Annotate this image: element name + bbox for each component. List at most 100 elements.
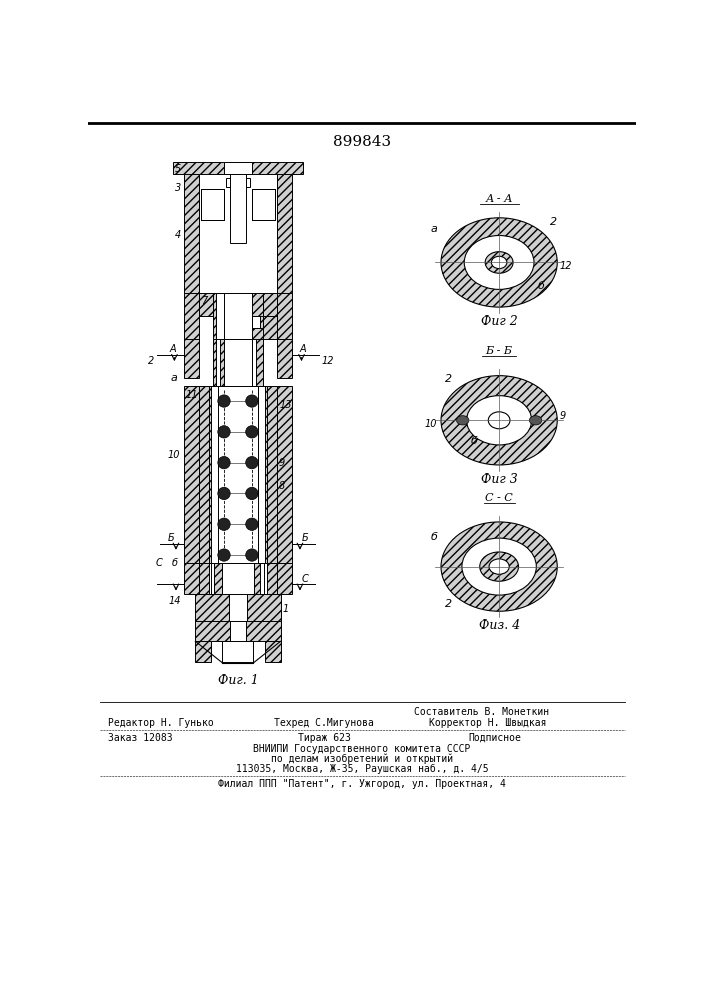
Bar	[199, 563, 209, 594]
Text: по делам изобретений и открытий: по делам изобретений и открытий	[271, 754, 453, 764]
Bar	[252, 293, 263, 339]
Bar	[276, 174, 292, 293]
Bar	[184, 386, 199, 563]
Bar	[184, 563, 199, 594]
Bar	[216, 293, 224, 339]
Text: б: б	[172, 558, 178, 568]
Text: 9: 9	[559, 411, 566, 421]
Ellipse shape	[489, 412, 510, 429]
Text: 2: 2	[549, 217, 556, 227]
Ellipse shape	[489, 559, 509, 574]
Bar	[260, 563, 264, 594]
Bar	[258, 386, 265, 563]
Circle shape	[218, 426, 230, 438]
Text: Тираж 623: Тираж 623	[298, 733, 351, 743]
Text: Техред С.Мигунова: Техред С.Мигунова	[274, 718, 374, 728]
Text: 12: 12	[559, 261, 572, 271]
Circle shape	[246, 395, 258, 407]
Bar	[184, 174, 199, 293]
Bar	[255, 563, 262, 594]
Circle shape	[218, 487, 230, 500]
Ellipse shape	[441, 376, 557, 465]
Text: а: а	[431, 224, 437, 234]
Circle shape	[246, 426, 258, 438]
Text: Подписное: Подписное	[468, 733, 521, 743]
Bar	[211, 563, 214, 594]
Text: ВНИИПИ Государственного комитета СССР: ВНИИПИ Государственного комитета СССР	[253, 744, 471, 754]
Bar	[203, 243, 232, 257]
Bar	[230, 174, 246, 243]
Circle shape	[246, 487, 258, 500]
Text: Б - Б: Б - Б	[486, 346, 513, 356]
Bar	[224, 339, 252, 386]
Text: 10: 10	[168, 450, 180, 460]
Text: А: А	[170, 344, 176, 354]
Bar	[203, 178, 273, 187]
Circle shape	[246, 549, 258, 561]
Bar	[267, 386, 276, 563]
Text: 2: 2	[445, 599, 452, 609]
Bar	[265, 641, 281, 662]
Text: А: А	[300, 344, 306, 354]
Ellipse shape	[530, 416, 542, 425]
Text: 899843: 899843	[333, 135, 391, 149]
Ellipse shape	[441, 218, 557, 307]
Bar	[252, 339, 263, 386]
Text: Б: Б	[168, 533, 175, 543]
Circle shape	[246, 456, 258, 469]
Text: 11: 11	[185, 389, 198, 399]
Bar	[195, 620, 281, 641]
Bar	[224, 293, 252, 339]
Bar	[226, 178, 250, 187]
Text: 10: 10	[425, 419, 437, 429]
Text: С: С	[301, 574, 308, 584]
Bar	[211, 386, 218, 563]
Bar	[252, 339, 256, 386]
Text: Заказ 12083: Заказ 12083	[107, 733, 173, 743]
Ellipse shape	[480, 552, 518, 581]
Text: 12: 12	[322, 356, 334, 366]
Bar	[213, 293, 224, 339]
Text: 7: 7	[201, 296, 207, 306]
Text: Фиг. 1: Фиг. 1	[218, 674, 258, 687]
Text: Составитель В. Монеткин: Составитель В. Монеткин	[414, 707, 549, 717]
Bar	[258, 386, 267, 563]
Bar	[199, 386, 209, 563]
Bar	[216, 339, 220, 386]
Text: 8: 8	[279, 481, 286, 491]
Bar	[252, 189, 275, 220]
Text: б: б	[431, 532, 437, 542]
Ellipse shape	[441, 522, 557, 611]
Text: б: б	[538, 281, 545, 291]
Text: Филиал ППП "Патент", г. Ужгород, ул. Проектная, 4: Филиал ППП "Патент", г. Ужгород, ул. Про…	[218, 779, 506, 789]
Text: Физ. 4: Физ. 4	[479, 619, 520, 632]
Bar	[213, 339, 224, 386]
Bar	[263, 293, 276, 316]
Text: Редактор Н. Гунько: Редактор Н. Гунько	[107, 718, 214, 728]
Bar	[252, 316, 263, 328]
Text: 14: 14	[169, 596, 182, 606]
Text: А - А: А - А	[486, 194, 513, 204]
Bar	[228, 594, 247, 620]
Ellipse shape	[457, 416, 469, 425]
Bar	[276, 339, 292, 378]
Text: Корректор Н. Швыдкая: Корректор Н. Швыдкая	[429, 718, 547, 728]
Circle shape	[218, 549, 230, 561]
Text: С: С	[156, 558, 162, 568]
Ellipse shape	[464, 235, 534, 289]
Bar	[276, 386, 292, 563]
Bar	[173, 162, 303, 174]
Text: 13: 13	[279, 400, 291, 410]
Bar	[184, 339, 199, 378]
Text: Б: Б	[301, 533, 308, 543]
Text: 113035, Москва, Ж-35, Раушская наб., д. 4/5: 113035, Москва, Ж-35, Раушская наб., д. …	[235, 764, 489, 774]
Bar	[252, 316, 259, 328]
Circle shape	[218, 518, 230, 530]
Bar	[195, 594, 281, 620]
Bar	[223, 641, 253, 662]
Text: Фиг 2: Фиг 2	[481, 315, 518, 328]
Text: 4: 4	[175, 231, 182, 240]
Bar	[244, 243, 273, 257]
Text: б: б	[470, 436, 477, 446]
Ellipse shape	[491, 256, 507, 269]
